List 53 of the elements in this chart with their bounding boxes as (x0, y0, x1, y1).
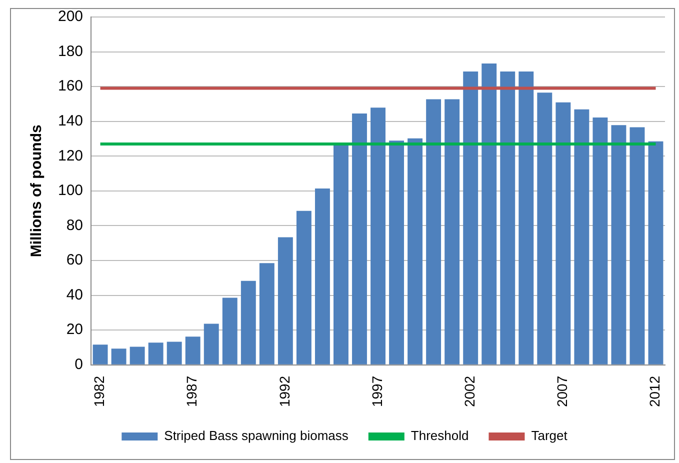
bar (537, 92, 552, 364)
bar (130, 346, 145, 364)
x-tick-label: 2012 (646, 376, 663, 408)
bar (148, 342, 164, 364)
y-tick-label: 200 (58, 8, 84, 26)
bar (185, 336, 200, 364)
bar (204, 324, 219, 364)
bar (278, 237, 293, 364)
x-tick-label: 2002 (461, 376, 478, 408)
y-tick-label: 120 (58, 147, 84, 164)
bar (482, 63, 497, 364)
bar (630, 127, 645, 364)
bar (518, 71, 534, 364)
bar (592, 118, 608, 364)
y-axis-title: Millions of pounds (28, 124, 46, 258)
bar (408, 138, 423, 364)
bar (240, 280, 256, 364)
bar (296, 210, 312, 364)
bar (259, 263, 274, 364)
legend-label: Striped Bass spawning biomass (164, 428, 349, 444)
bar (556, 102, 571, 364)
x-tick-label: 1987 (184, 376, 200, 408)
y-tick-label: 20 (66, 321, 84, 338)
bar (92, 344, 108, 364)
x-tick-label: 1982 (91, 376, 108, 408)
bar (574, 109, 590, 364)
bar (611, 125, 626, 364)
bar (463, 71, 478, 364)
legend-label: Target (531, 428, 568, 444)
y-tick-label: 100 (58, 182, 84, 200)
legend-label: Threshold (410, 428, 469, 444)
bar (426, 99, 442, 364)
y-tick-label: 0 (74, 356, 84, 373)
x-tick-label: 2007 (554, 376, 570, 408)
y-tick-label: 80 (66, 216, 84, 234)
bar (111, 348, 126, 364)
y-tick-label: 140 (58, 112, 84, 130)
bar (648, 141, 664, 364)
bar (389, 140, 404, 364)
bar (370, 108, 386, 364)
bar (222, 298, 238, 364)
bar (500, 71, 516, 364)
bar (334, 144, 348, 364)
x-tick-label: 1997 (368, 376, 385, 408)
bar (444, 99, 460, 364)
y-tick-label: 40 (66, 286, 84, 304)
bar (352, 114, 367, 364)
y-tick-label: 60 (66, 252, 84, 269)
x-tick-label: 1992 (276, 376, 292, 408)
bar (166, 342, 182, 364)
y-tick-label: 180 (58, 42, 84, 60)
bar (314, 188, 330, 364)
y-tick-label: 160 (58, 78, 84, 95)
